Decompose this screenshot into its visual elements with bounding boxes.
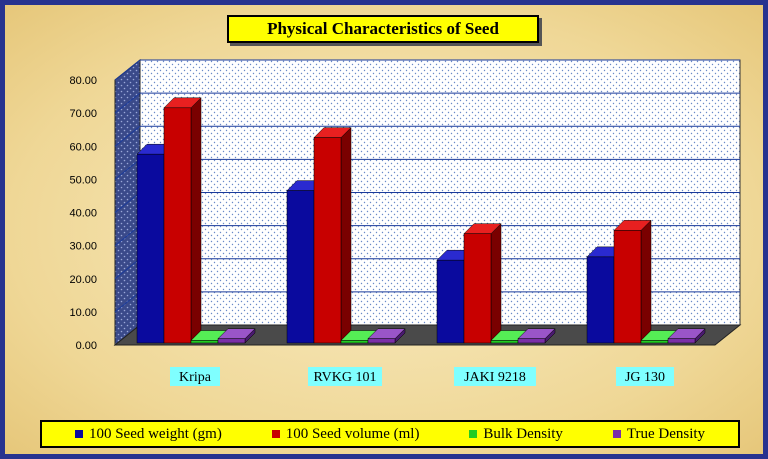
gridline-side [114,192,141,213]
legend-item: True Density [612,425,706,443]
bar [640,340,669,344]
y-tick-label: 60.00 [69,141,97,153]
legend-label: Bulk Density [483,425,563,442]
y-tick-label: 10.00 [69,307,97,319]
y-tick-label: 0.00 [76,340,97,352]
bars-group [136,97,706,344]
y-tick-label: 70.00 [69,108,97,120]
bar [217,338,246,344]
gridline-side [114,125,141,147]
bar-side [190,97,202,344]
y-tick-label: 40.00 [69,208,97,220]
bar [517,338,546,344]
legend-swatch [74,430,83,438]
y-tick-label: 30.00 [69,241,97,253]
category-label-bg [616,367,674,386]
chart-title-box: Physical Characteristics of Seed [227,15,539,43]
bar [436,259,465,344]
gridline-side [114,258,141,280]
legend-label: 100 Seed weight (gm) [88,425,222,442]
category-label: Kripa [179,370,212,385]
legend-item: 100 Seed volume (ml) [271,425,420,443]
bar [490,340,519,344]
gridline-side [114,59,141,81]
gridline-side [114,291,141,313]
y-axis: 0.00 10.00 20.00 30.00 40.00 50.00 60.00 70.00 8… [69,75,97,352]
bar [367,338,396,344]
legend-swatch [612,430,621,438]
y-tick-label: 20.00 [69,274,97,286]
x-axis: Kripa RVKG 101 JAKI 9218 JG 130 [170,367,674,386]
gridline-side [114,92,141,114]
category-label: JAKI 9218 [464,370,526,385]
gridline-side [114,158,141,180]
bar [667,338,696,344]
bar-side [340,127,352,344]
bar [190,340,219,344]
legend-swatch [469,430,478,438]
y-tick-label: 80.00 [69,75,97,87]
floor [113,324,742,346]
bar-side [640,219,652,344]
gridline-side [114,225,141,247]
bar [613,230,642,344]
category-label-bg [308,367,382,386]
bar-side [490,223,502,344]
chart-title: Physical Characteristics of Seed [267,19,499,38]
bar [340,340,369,344]
category-label-bg [170,367,220,386]
bar [463,233,492,344]
legend-item: Bulk Density [469,426,563,443]
legend-item: 100 Seed weight (gm) [74,425,222,443]
bar [313,137,342,344]
category-label-bg [454,367,536,386]
legend-swatch [271,430,280,438]
legend-label: True Density [626,425,706,442]
legend-label: 100 Seed volume (ml) [285,425,420,442]
y-tick-label: 50.00 [69,174,97,186]
category-label: JG 130 [625,370,665,385]
bar [136,153,165,344]
bar [586,256,615,344]
category-label: RVKG 101 [313,370,376,385]
legend: 100 Seed weight (gm) 100 Seed volume (ml)… [40,420,740,448]
bar [163,107,192,344]
bar [286,190,315,344]
